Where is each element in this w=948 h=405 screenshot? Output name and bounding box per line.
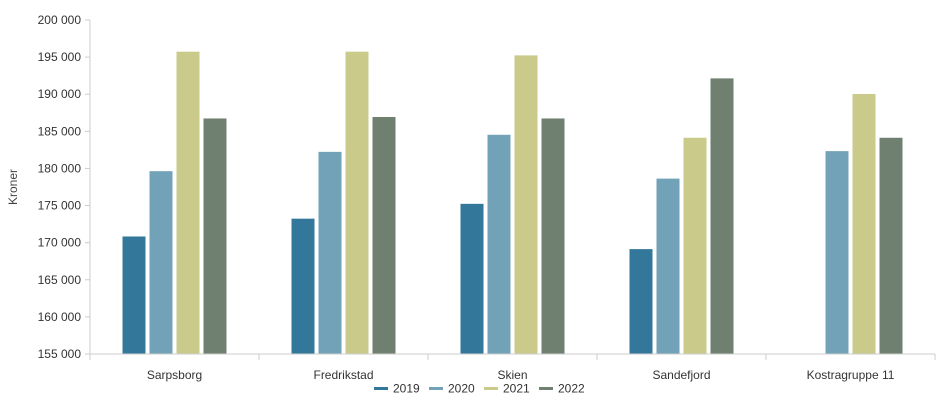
y-tick-label: 200 000 bbox=[38, 13, 82, 27]
bar-2021-kostragruppe-11[interactable] bbox=[851, 92, 877, 355]
y-tick-label: 155 000 bbox=[38, 347, 82, 361]
bar-2020-sarpsborg[interactable] bbox=[148, 170, 174, 355]
legend-label: 2020 bbox=[448, 382, 475, 396]
x-axis: Sarpsborg Fredrikstad Skien Sandefjord Kostr… bbox=[89, 353, 936, 382]
bar-2021-sarpsborg[interactable] bbox=[175, 50, 201, 355]
bar-2019-skien[interactable] bbox=[459, 202, 485, 355]
legend[interactable]: 2019 2020 2021 2022 bbox=[374, 382, 585, 396]
x-tick-label: Kostragruppe 11 bbox=[807, 368, 895, 382]
y-axis-label: Kroner bbox=[6, 169, 20, 205]
legend-swatch bbox=[374, 387, 388, 390]
y-tick-label: 185 000 bbox=[38, 124, 82, 138]
bar-2022-sandefjord[interactable] bbox=[709, 77, 735, 355]
legend-swatch bbox=[539, 387, 553, 390]
bar-2021-fredrikstad[interactable] bbox=[344, 50, 370, 355]
x-tick-label: Sandefjord bbox=[652, 368, 710, 382]
bar-2020-sandefjord[interactable] bbox=[655, 177, 681, 355]
x-tick-label: Skien bbox=[497, 368, 527, 382]
legend-item-2022[interactable]: 2022 bbox=[539, 382, 585, 396]
bar-2022-fredrikstad[interactable] bbox=[371, 115, 397, 355]
bar-2022-sarpsborg[interactable] bbox=[202, 117, 228, 355]
legend-item-2019[interactable]: 2019 bbox=[374, 382, 420, 396]
bar-2019-sandefjord[interactable] bbox=[628, 248, 654, 355]
bar-2019-fredrikstad[interactable] bbox=[290, 217, 316, 355]
bar-2022-kostragruppe-11[interactable] bbox=[878, 136, 904, 355]
bar-2021-skien[interactable] bbox=[513, 54, 539, 355]
legend-label: 2021 bbox=[503, 382, 530, 396]
bar-2020-kostragruppe-11[interactable] bbox=[824, 150, 850, 355]
y-tick-label: 170 000 bbox=[38, 236, 82, 250]
y-tick-label: 165 000 bbox=[38, 273, 82, 287]
y-tick-label: 175 000 bbox=[38, 199, 82, 213]
legend-item-2021[interactable]: 2021 bbox=[484, 382, 530, 396]
y-tick-label: 190 000 bbox=[38, 87, 82, 101]
bars bbox=[121, 50, 904, 355]
legend-label: 2019 bbox=[393, 382, 420, 396]
legend-label: 2022 bbox=[558, 382, 585, 396]
legend-swatch bbox=[429, 387, 443, 390]
legend-swatch bbox=[484, 387, 498, 390]
y-tick-label: 160 000 bbox=[38, 310, 82, 324]
x-tick-label: Fredrikstad bbox=[313, 368, 373, 382]
legend-item-2020[interactable]: 2020 bbox=[429, 382, 475, 396]
y-axis: 155 000 160 000 165 000 170 000 175 000 180 0… bbox=[38, 13, 91, 361]
bar-2022-skien[interactable] bbox=[540, 117, 566, 355]
bar-2021-sandefjord[interactable] bbox=[682, 136, 708, 355]
bar-2020-skien[interactable] bbox=[486, 133, 512, 355]
y-tick-label: 195 000 bbox=[38, 50, 82, 64]
bar-2019-sarpsborg[interactable] bbox=[121, 235, 147, 355]
bar-2020-fredrikstad[interactable] bbox=[317, 150, 343, 355]
x-tick-label: Sarpsborg bbox=[147, 368, 202, 382]
y-tick-label: 180 000 bbox=[38, 161, 82, 175]
